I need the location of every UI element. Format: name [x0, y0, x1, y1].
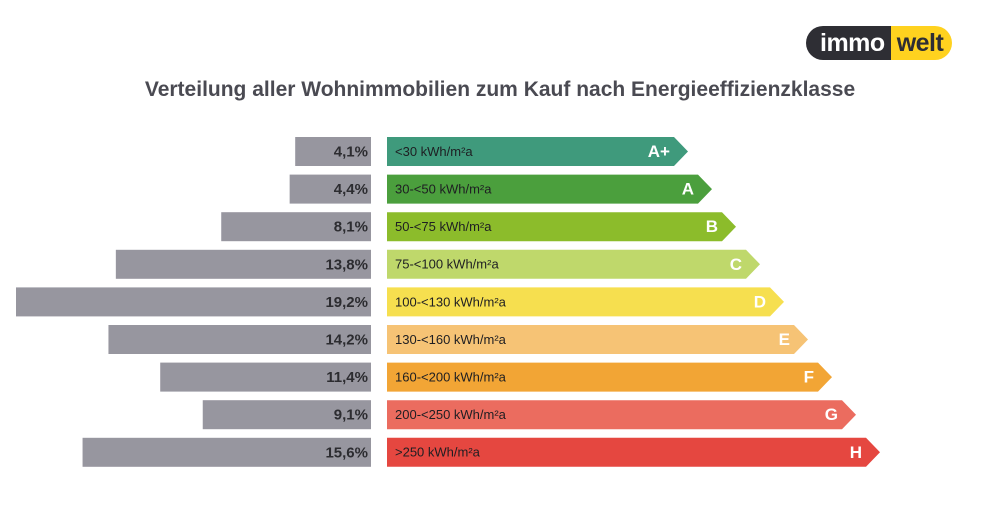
- class-arrow-d: [387, 287, 784, 317]
- share-label-e: 14,2%: [325, 331, 368, 348]
- class-letter-f: F: [804, 368, 814, 387]
- class-range-label-h: >250 kWh/m²a: [395, 445, 481, 460]
- class-arrow-c: [387, 249, 760, 279]
- class-letter-e: E: [779, 330, 790, 349]
- share-label-h: 15,6%: [325, 444, 368, 461]
- logo-text-welt: welt: [890, 26, 952, 60]
- logo-text-immo: immo: [806, 26, 891, 60]
- class-range-label-a-plus: <30 kWh/m²a: [395, 144, 473, 159]
- share-bar-g: [202, 400, 371, 430]
- class-range-label-a: 30-<50 kWh/m²a: [395, 182, 492, 197]
- class-range-label-e: 130-<160 kWh/m²a: [395, 332, 507, 347]
- class-arrow-a: [387, 174, 712, 204]
- class-letter-g: G: [825, 405, 838, 424]
- share-bar-f: [160, 362, 371, 392]
- share-bar-h: [82, 437, 371, 467]
- share-label-f: 11,4%: [326, 369, 368, 386]
- class-arrow-e: [387, 325, 808, 354]
- class-range-label-d: 100-<130 kWh/m²a: [395, 294, 507, 309]
- share-label-c: 13,8%: [325, 256, 368, 273]
- chart-title: Verteilung aller Wohnimmobilien zum Kauf…: [144, 78, 856, 101]
- class-arrow-g: [387, 400, 856, 430]
- class-arrow-f: [387, 362, 832, 392]
- share-label-a-plus: 4,1%: [334, 143, 368, 160]
- share-label-a: 4,4%: [334, 181, 368, 198]
- share-bar-b: [221, 212, 371, 242]
- class-arrow-h: [387, 437, 880, 467]
- immowelt-logo: immo welt: [806, 26, 952, 60]
- class-letter-b: B: [706, 217, 718, 236]
- class-arrow-a-plus: [387, 137, 688, 166]
- share-bar-e: [108, 325, 372, 354]
- class-range-label-g: 200-<250 kWh/m²a: [395, 407, 507, 422]
- class-range-label-b: 50-<75 kWh/m²a: [395, 219, 492, 234]
- class-range-label-f: 160-<200 kWh/m²a: [395, 370, 507, 385]
- share-bar-a-plus: [295, 137, 371, 166]
- class-arrow-b: [387, 212, 736, 242]
- share-label-g: 9,1%: [334, 407, 368, 424]
- class-letter-d: D: [754, 292, 766, 311]
- class-letter-h: H: [850, 443, 862, 462]
- share-bar-a: [289, 174, 371, 204]
- class-letter-a-plus: A+: [648, 142, 670, 161]
- class-letter-a: A: [682, 180, 694, 199]
- share-bar-c: [115, 249, 371, 279]
- share-label-b: 8,1%: [334, 219, 368, 236]
- share-bar-d: [16, 287, 371, 317]
- class-range-label-c: 75-<100 kWh/m²a: [395, 257, 499, 272]
- class-letter-c: C: [730, 255, 742, 274]
- share-label-d: 19,2%: [325, 294, 368, 311]
